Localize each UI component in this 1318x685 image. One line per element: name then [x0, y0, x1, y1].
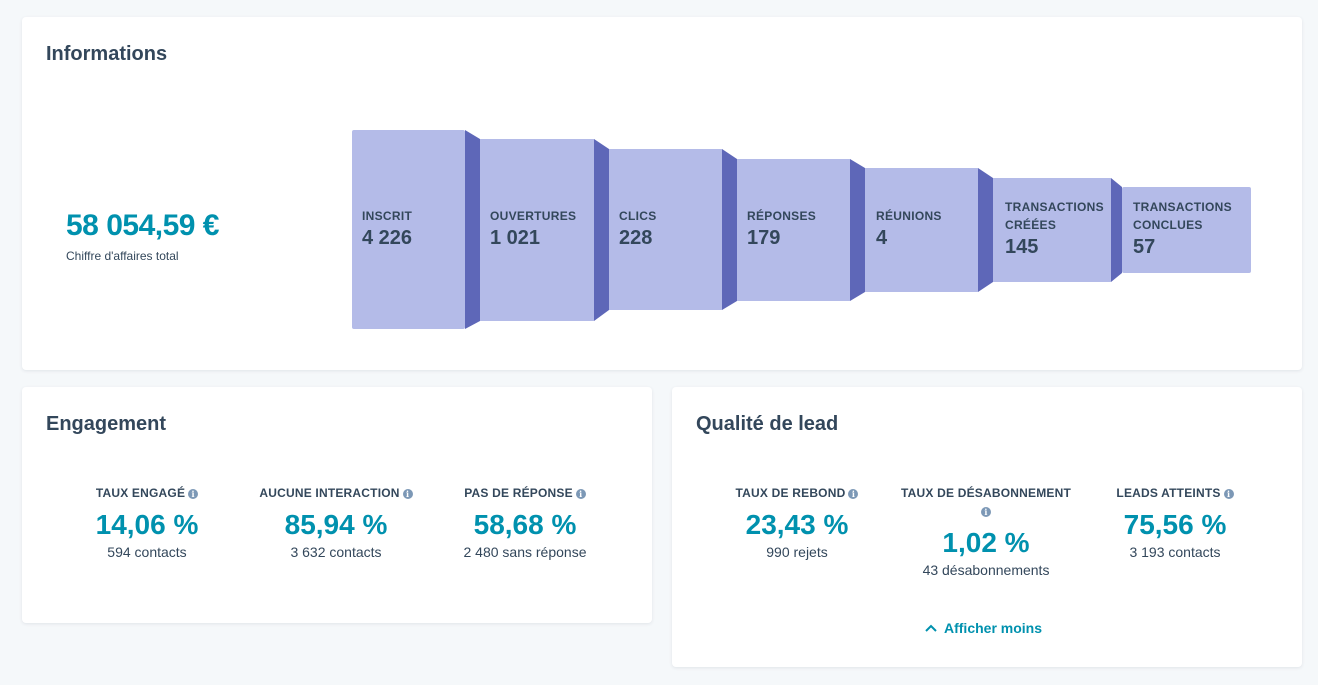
show-less-button[interactable]: Afficher moins [924, 620, 1042, 636]
metric-sub: 594 contacts [107, 544, 187, 560]
funnel-stage-ouvertures[interactable] [480, 139, 594, 321]
metric-aucune-interaction: AUCUNE INTERACTION i 85,94 % 3 632 contac… [241, 484, 431, 560]
metric-taux-de-desabonnement: TAUX DE DÉSABONNEMENT i 1,02 % 43 désabon… [891, 484, 1081, 578]
metric-label: TAUX DE DÉSABONNEMENT [901, 486, 1071, 500]
total-revenue-value: 58 054,59 € [66, 209, 219, 242]
funnel-stage-inscrit-side [465, 130, 480, 329]
info-icon[interactable]: i [575, 489, 586, 499]
funnel-stage-label: RÉPONSES [747, 209, 817, 223]
metric-sub: 990 rejets [766, 544, 828, 560]
chevron-up-icon [925, 624, 937, 632]
metric-sub: 43 désabonnements [922, 562, 1050, 578]
metric-sub: 3 632 contacts [290, 544, 382, 560]
lead-quality-title: Qualité de lead [696, 413, 839, 435]
funnel-stage-clics[interactable] [609, 149, 722, 310]
funnel-stage-label: TRANSACTIONS CONCLUES [1133, 200, 1232, 232]
funnel-stage-value: 179 [747, 227, 781, 249]
metric-label: TAUX ENGAGÉ [95, 486, 186, 500]
funnel-stage-transactions-creees[interactable] [993, 178, 1111, 282]
funnel-stage-inscrit[interactable] [352, 130, 465, 329]
funnel-stage-label: TRANSACTIONS CRÉÉES [1005, 200, 1104, 232]
metric-leads-atteints: LEADS ATTEINTS i 75,56 % 3 193 contacts [1080, 484, 1270, 560]
metric-sub: 2 480 sans réponse [463, 544, 587, 560]
funnel-stage-reponses-side [850, 159, 865, 301]
metric-label: PAS DE RÉPONSE [464, 486, 573, 500]
metric-value: 1,02 % [942, 527, 1030, 558]
info-icon[interactable]: i [981, 507, 991, 517]
metric-taux-engage: TAUX ENGAGÉ i 14,06 % 594 contacts [52, 484, 242, 560]
metric-value: 58,68 % [473, 509, 577, 540]
lead-quality-card: Qualité de lead TAUX DE REBOND i 23,43 % … [672, 387, 1302, 667]
info-icon[interactable]: i [1223, 489, 1234, 499]
funnel-stage-transactions-conclues[interactable] [1122, 187, 1251, 273]
metric-label: AUCUNE INTERACTION [259, 486, 400, 500]
informations-card: Informations 58 054,59 € Chiffre d'affai… [22, 17, 1302, 370]
metric-sub: 3 193 contacts [1129, 544, 1221, 560]
funnel-stage-label: OUVERTURES [490, 209, 577, 223]
info-icon[interactable]: i [188, 489, 199, 499]
metric-value: 23,43 % [745, 509, 849, 540]
informations-title: Informations [46, 43, 168, 65]
metric-label: TAUX DE REBOND [735, 486, 846, 500]
show-less-label: Afficher moins [944, 620, 1043, 636]
funnel-stage-value: 4 226 [362, 227, 413, 249]
metric-label: LEADS ATTEINTS [1116, 486, 1221, 500]
engagement-title: Engagement [46, 413, 167, 435]
funnel-stage-label: INSCRIT [362, 209, 413, 223]
funnel-stage-value: 1 021 [490, 227, 541, 249]
info-icon[interactable]: i [848, 489, 859, 499]
metric-value: 75,56 % [1123, 509, 1227, 540]
metric-value: 85,94 % [284, 509, 388, 540]
funnel-stage-value: 57 [1133, 236, 1156, 258]
total-revenue-label: Chiffre d'affaires total [66, 249, 179, 263]
funnel-stage-label: RÉUNIONS [876, 209, 942, 223]
funnel-stage-value: 145 [1005, 236, 1039, 258]
metric-pas-de-reponse: PAS DE RÉPONSE i 58,68 % 2 480 sans répon… [430, 484, 620, 560]
funnel-stage-transactions-creees-side [1111, 178, 1122, 282]
funnel-stage-value: 4 [876, 227, 888, 249]
funnel-stage-clics-side [722, 149, 737, 310]
engagement-card: Engagement TAUX ENGAGÉ i 14,06 % 594 cont… [22, 387, 652, 623]
funnel-stage-reunions[interactable] [865, 168, 978, 292]
funnel-chart [352, 130, 1251, 329]
funnel-stage-reponses[interactable] [737, 159, 850, 301]
funnel-stage-reunions-side [978, 168, 993, 292]
funnel-stage-value: 228 [619, 227, 653, 249]
funnel-stage-ouvertures-side [594, 139, 609, 321]
metric-value: 14,06 % [95, 509, 199, 540]
funnel-stage-label: CLICS [619, 209, 657, 223]
info-icon[interactable]: i [402, 489, 413, 499]
metric-taux-de-rebond: TAUX DE REBOND i 23,43 % 990 rejets [702, 484, 892, 560]
